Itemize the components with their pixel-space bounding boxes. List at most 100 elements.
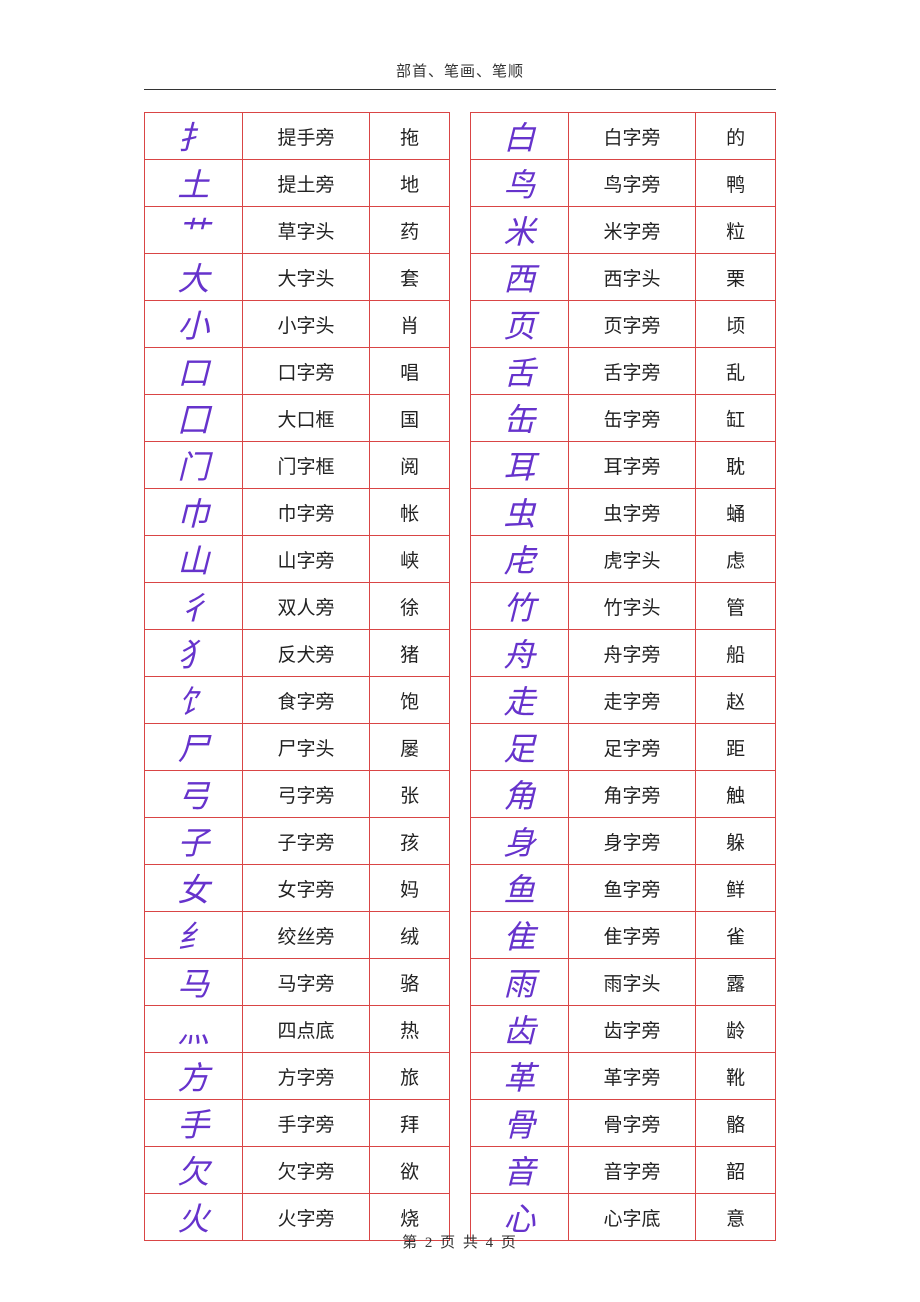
radical-cell: 小 xyxy=(145,301,243,348)
radical-name-cell: 鱼字旁 xyxy=(568,865,696,912)
example-cell: 赵 xyxy=(696,677,776,724)
radical-name-cell: 大字头 xyxy=(242,254,370,301)
radical-name-cell: 双人旁 xyxy=(242,583,370,630)
radical-cell: 大 xyxy=(145,254,243,301)
table-row: 手手字旁拜 xyxy=(145,1100,450,1147)
example-cell: 管 xyxy=(696,583,776,630)
example-cell: 躲 xyxy=(696,818,776,865)
example-cell: 肖 xyxy=(370,301,450,348)
radical-name-cell: 走字旁 xyxy=(568,677,696,724)
radical-name-cell: 角字旁 xyxy=(568,771,696,818)
radical-name-cell: 女字旁 xyxy=(242,865,370,912)
footer-mid: 页 共 xyxy=(440,1235,480,1251)
table-row: 巾巾字旁帐 xyxy=(145,489,450,536)
table-row: 隹隹字旁雀 xyxy=(471,912,776,959)
table-row: 虫虫字旁蛹 xyxy=(471,489,776,536)
table-row: 纟绞丝旁绒 xyxy=(145,912,450,959)
example-cell: 欲 xyxy=(370,1147,450,1194)
radical-name-cell: 西字头 xyxy=(568,254,696,301)
example-cell: 猪 xyxy=(370,630,450,677)
radical-cell: 女 xyxy=(145,865,243,912)
radical-name-cell: 子字旁 xyxy=(242,818,370,865)
radical-cell: 纟 xyxy=(145,912,243,959)
radical-cell: 尸 xyxy=(145,724,243,771)
radical-name-cell: 提土旁 xyxy=(242,160,370,207)
radical-cell: 虍 xyxy=(471,536,569,583)
table-row: 竹竹字头管 xyxy=(471,583,776,630)
example-cell: 妈 xyxy=(370,865,450,912)
example-cell: 粒 xyxy=(696,207,776,254)
radical-name-cell: 竹字头 xyxy=(568,583,696,630)
radical-name-cell: 弓字旁 xyxy=(242,771,370,818)
radical-name-cell: 米字旁 xyxy=(568,207,696,254)
example-cell: 套 xyxy=(370,254,450,301)
radical-cell: 米 xyxy=(471,207,569,254)
radical-cell: 手 xyxy=(145,1100,243,1147)
example-cell: 韶 xyxy=(696,1147,776,1194)
table-row: 尸尸字头屡 xyxy=(145,724,450,771)
radical-name-cell: 山字旁 xyxy=(242,536,370,583)
radical-cell: 土 xyxy=(145,160,243,207)
table-row: 白白字旁的 xyxy=(471,113,776,160)
table-row: 犭反犬旁猪 xyxy=(145,630,450,677)
example-cell: 骼 xyxy=(696,1100,776,1147)
footer-suffix: 页 xyxy=(501,1235,518,1251)
radical-cell: 口 xyxy=(145,348,243,395)
radical-cell: 囗 xyxy=(145,395,243,442)
example-cell: 虑 xyxy=(696,536,776,583)
radical-cell: 门 xyxy=(145,442,243,489)
radical-name-cell: 提手旁 xyxy=(242,113,370,160)
example-cell: 地 xyxy=(370,160,450,207)
example-cell: 药 xyxy=(370,207,450,254)
table-row: 身身字旁躲 xyxy=(471,818,776,865)
radical-cell: 舌 xyxy=(471,348,569,395)
example-cell: 峡 xyxy=(370,536,450,583)
radical-name-cell: 欠字旁 xyxy=(242,1147,370,1194)
table-row: 走走字旁赵 xyxy=(471,677,776,724)
radical-name-cell: 尸字头 xyxy=(242,724,370,771)
radical-cell: 子 xyxy=(145,818,243,865)
example-cell: 龄 xyxy=(696,1006,776,1053)
radical-name-cell: 革字旁 xyxy=(568,1053,696,1100)
table-row: 饣食字旁饱 xyxy=(145,677,450,724)
radical-cell: 革 xyxy=(471,1053,569,1100)
table-row: 耳耳字旁耽 xyxy=(471,442,776,489)
radical-cell: 身 xyxy=(471,818,569,865)
table-row: 山山字旁峡 xyxy=(145,536,450,583)
table-row: 雨雨字头露 xyxy=(471,959,776,1006)
radical-cell: 隹 xyxy=(471,912,569,959)
radical-cell: 齿 xyxy=(471,1006,569,1053)
radical-cell: 竹 xyxy=(471,583,569,630)
radical-cell: 饣 xyxy=(145,677,243,724)
radical-name-cell: 音字旁 xyxy=(568,1147,696,1194)
header-title: 部首、笔画、笔顺 xyxy=(396,64,524,80)
example-cell: 孩 xyxy=(370,818,450,865)
right-radical-table: 白白字旁的鸟鸟字旁鸭米米字旁粒西西字头栗页页字旁顷舌舌字旁乱缶缶字旁缸耳耳字旁耽… xyxy=(470,112,776,1241)
table-row: 土提土旁地 xyxy=(145,160,450,207)
radical-cell: 白 xyxy=(471,113,569,160)
radical-cell: 巾 xyxy=(145,489,243,536)
example-cell: 饱 xyxy=(370,677,450,724)
table-row: 虍虎字头虑 xyxy=(471,536,776,583)
example-cell: 雀 xyxy=(696,912,776,959)
radical-name-cell: 足字旁 xyxy=(568,724,696,771)
table-row: 门门字框阅 xyxy=(145,442,450,489)
radical-name-cell: 舌字旁 xyxy=(568,348,696,395)
page-footer: 第 2 页 共 4 页 xyxy=(0,1231,920,1252)
radical-name-cell: 门字框 xyxy=(242,442,370,489)
table-row: 鸟鸟字旁鸭 xyxy=(471,160,776,207)
table-row: 齿齿字旁龄 xyxy=(471,1006,776,1053)
radical-name-cell: 缶字旁 xyxy=(568,395,696,442)
radical-cell: 舟 xyxy=(471,630,569,677)
radical-cell: 马 xyxy=(145,959,243,1006)
example-cell: 靴 xyxy=(696,1053,776,1100)
radical-name-cell: 耳字旁 xyxy=(568,442,696,489)
radical-name-cell: 四点底 xyxy=(242,1006,370,1053)
radical-name-cell: 马字旁 xyxy=(242,959,370,1006)
table-row: 灬四点底热 xyxy=(145,1006,450,1053)
example-cell: 国 xyxy=(370,395,450,442)
radical-cell: 灬 xyxy=(145,1006,243,1053)
radical-cell: 页 xyxy=(471,301,569,348)
table-row: 舟舟字旁船 xyxy=(471,630,776,677)
content-area: 扌提手旁拖土提土旁地艹草字头药大大字头套小小字头肖口口字旁唱囗大口框国门门字框阅… xyxy=(0,90,920,1241)
